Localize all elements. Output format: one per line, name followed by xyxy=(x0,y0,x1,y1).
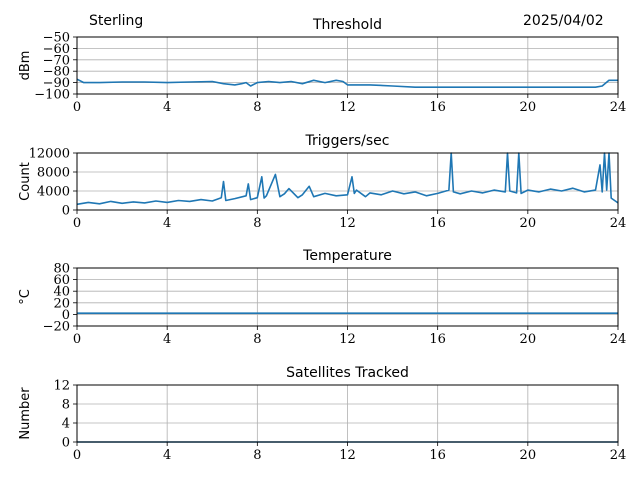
series-line xyxy=(76,152,619,206)
x-tick-label: 4 xyxy=(163,448,171,463)
x-tick-label: 24 xyxy=(610,332,627,347)
y-axis-label: Count xyxy=(18,162,33,201)
x-tick-label: 0 xyxy=(73,216,81,231)
x-tick-label: 20 xyxy=(520,100,537,115)
y-tick-label: 0 xyxy=(62,204,70,219)
y-tick-label: −60 xyxy=(43,42,70,57)
y-tick-label: 8 xyxy=(62,398,70,413)
station-label: Sterling xyxy=(89,13,144,29)
x-tick-label: 20 xyxy=(520,448,537,463)
chart-title: Triggers/sec xyxy=(305,133,390,149)
x-tick-label: 4 xyxy=(163,100,171,115)
x-tick-label: 24 xyxy=(610,216,627,231)
y-tick-label: 20 xyxy=(53,296,70,311)
y-axis-label: Number xyxy=(18,387,33,440)
x-tick-label: 16 xyxy=(429,100,446,115)
y-tick-label: 12000 xyxy=(29,147,70,162)
x-tick-label: 12 xyxy=(339,448,356,463)
date-label: 2025/04/02 xyxy=(523,13,604,29)
x-tick-label: 16 xyxy=(429,216,446,231)
y-tick-label: 40 xyxy=(53,285,70,300)
x-tick-label: 16 xyxy=(429,332,446,347)
x-tick-label: 16 xyxy=(429,448,446,463)
y-tick-label: −50 xyxy=(43,31,70,46)
series-line xyxy=(76,78,618,88)
x-tick-label: 12 xyxy=(339,100,356,115)
x-tick-label: 24 xyxy=(610,448,627,463)
y-tick-label: −90 xyxy=(43,76,70,91)
chart-title: Satellites Tracked xyxy=(286,365,409,381)
x-tick-label: 12 xyxy=(339,332,356,347)
y-tick-label: 60 xyxy=(53,273,70,288)
x-tick-label: 12 xyxy=(339,216,356,231)
y-tick-label: −80 xyxy=(43,65,70,80)
y-tick-label: 80 xyxy=(53,262,70,277)
x-tick-label: 4 xyxy=(163,216,171,231)
x-tick-label: 20 xyxy=(520,216,537,231)
y-tick-label: 4 xyxy=(62,417,70,432)
x-tick-label: 20 xyxy=(520,332,537,347)
x-tick-label: 8 xyxy=(253,216,261,231)
x-tick-label: 8 xyxy=(253,448,261,463)
y-tick-label: 4000 xyxy=(37,185,70,200)
y-axis-label: °C xyxy=(18,289,33,305)
x-tick-label: 8 xyxy=(253,100,261,115)
x-tick-label: 0 xyxy=(73,332,81,347)
y-tick-label: 0 xyxy=(62,436,70,451)
y-axis-label: dBm xyxy=(18,51,33,81)
x-tick-label: 0 xyxy=(73,100,81,115)
x-tick-label: 4 xyxy=(163,332,171,347)
y-tick-label: 12 xyxy=(53,379,70,394)
chart-title: Temperature xyxy=(302,248,392,264)
y-tick-label: −20 xyxy=(43,320,70,335)
x-tick-label: 24 xyxy=(610,100,627,115)
y-tick-label: 0 xyxy=(62,308,70,323)
x-tick-label: 0 xyxy=(73,448,81,463)
x-tick-label: 8 xyxy=(253,332,261,347)
chart-title: Threshold xyxy=(312,17,382,33)
y-tick-label: −100 xyxy=(34,88,70,103)
y-tick-label: −70 xyxy=(43,53,70,68)
y-tick-label: 8000 xyxy=(37,166,70,181)
